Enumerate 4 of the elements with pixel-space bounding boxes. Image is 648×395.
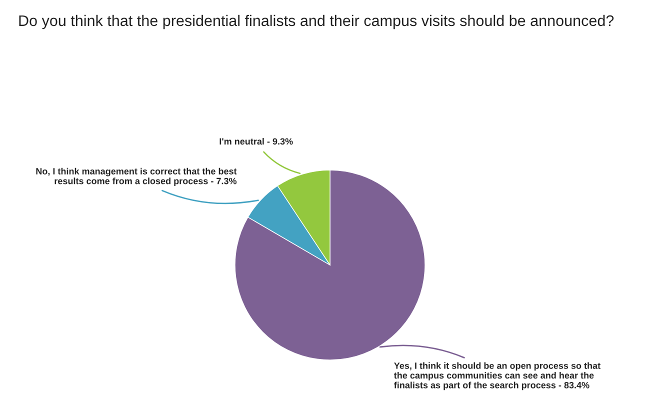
- slice-label: Yes, I think it should be an open process so that the campus communities can see and hear the finalists as part of the search process - 83.4%: [394, 362, 600, 390]
- chart-title: Do you think that the presidential finalists and their campus visits should be announced?: [19, 14, 614, 30]
- slice-label: I'm neutral - 9.3%: [220, 138, 293, 145]
- slice-label: No, I think management is correct that the best results come from a closed process - 7.3%: [36, 168, 237, 186]
